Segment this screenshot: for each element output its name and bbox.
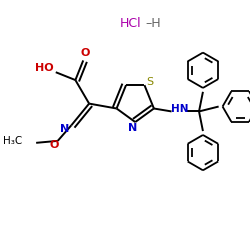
Text: O: O [80, 48, 90, 58]
Text: H₃C: H₃C [3, 136, 22, 146]
Text: HO: HO [35, 63, 53, 73]
Text: O: O [49, 140, 58, 150]
Text: N: N [128, 123, 137, 133]
Text: –H: –H [145, 18, 161, 30]
Text: N: N [60, 124, 69, 134]
Text: HN: HN [171, 104, 188, 115]
Text: HCl: HCl [120, 18, 141, 30]
Text: S: S [146, 77, 153, 87]
